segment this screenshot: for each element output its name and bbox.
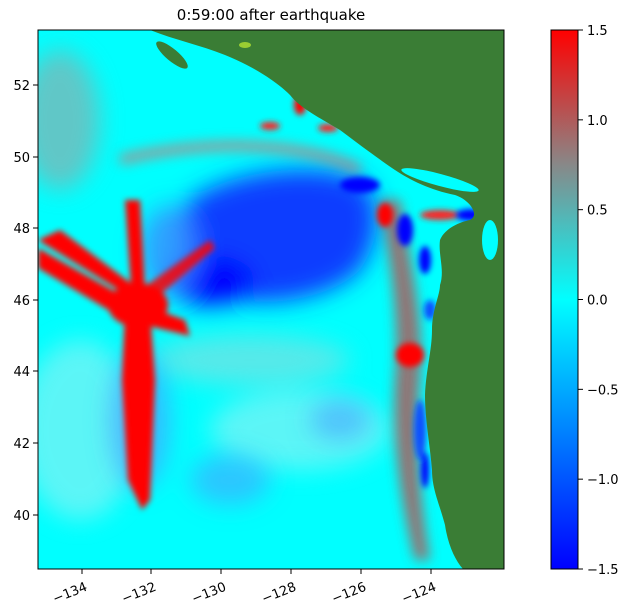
plot-title: 0:59:00 after earthquake: [176, 6, 366, 24]
colorbar-tick-label: 1.0: [587, 114, 608, 129]
x-tick-label: −128: [260, 580, 299, 607]
y-tick-label: 44: [13, 365, 30, 380]
y-tick-label: 42: [13, 437, 30, 452]
x-axis: −134 −132 −130 −128 −126 −124: [51, 569, 439, 607]
y-tick-label: 48: [13, 222, 30, 237]
x-tick-label: −126: [330, 580, 369, 607]
y-tick-label: 50: [13, 151, 30, 166]
map-field: [38, 30, 504, 569]
y-tick-label: 40: [13, 509, 30, 524]
island-small: [239, 42, 251, 48]
x-tick-label: −130: [190, 580, 229, 607]
colorbar-ticks: 1.5 1.0 0.5 0.0 −0.5 −1.0 −1.5: [578, 24, 619, 578]
y-tick-label: 46: [13, 294, 30, 309]
x-tick-label: −124: [400, 580, 439, 607]
land-mass: [150, 30, 504, 569]
colorbar: [550, 29, 579, 570]
coastal-positive-band: [118, 141, 430, 560]
colorbar-tick-label: −1.5: [587, 563, 619, 578]
colorbar-tick-label: 0.0: [587, 294, 608, 309]
strait-water: [401, 168, 479, 192]
island: [156, 41, 188, 69]
y-axis: 52 50 48 46 44 42 40: [13, 79, 38, 524]
y-tick-label: 52: [13, 79, 30, 94]
coastal-negative-fringe: [340, 177, 484, 488]
sound-water: [482, 220, 498, 260]
colorbar-tick-label: 1.5: [587, 24, 608, 39]
positive-wave-star: [38, 95, 460, 510]
x-tick-label: −132: [120, 580, 159, 607]
colorbar-tick-label: 0.5: [587, 204, 608, 219]
colorbar-tick-label: −0.5: [587, 383, 619, 398]
x-tick-label: −134: [51, 580, 90, 607]
colorbar-tick-label: −1.0: [587, 473, 619, 488]
